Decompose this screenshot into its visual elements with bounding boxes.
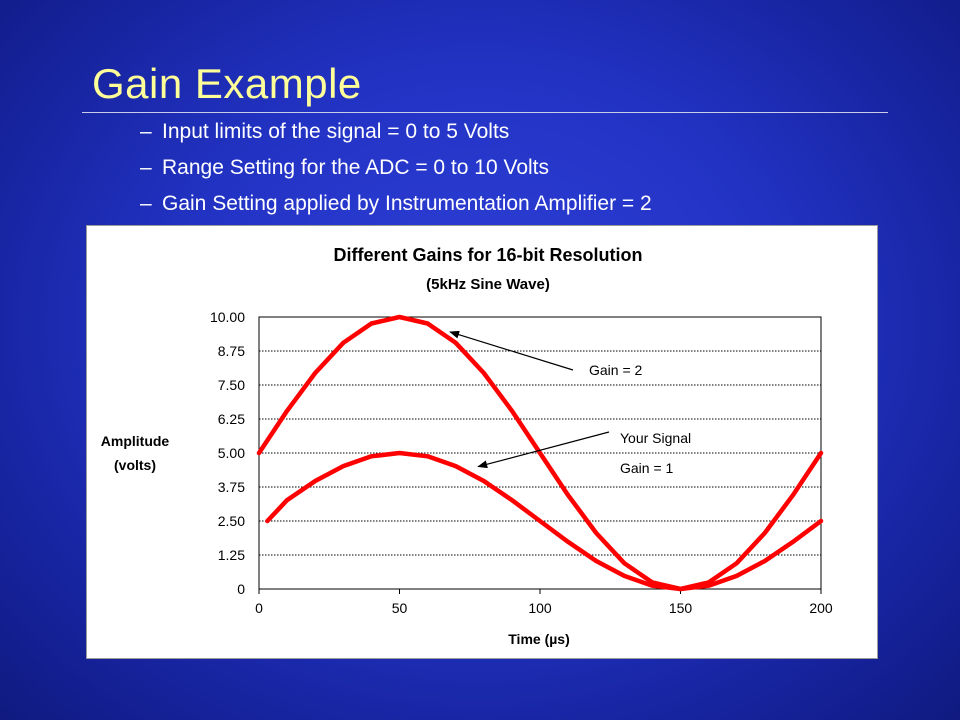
x-tick-label: 200 xyxy=(809,600,833,616)
annotation-arrow xyxy=(477,431,610,469)
y-tick-label: 3.75 xyxy=(218,479,245,495)
y-tick-label: 8.75 xyxy=(218,343,245,359)
x-tick-label: 100 xyxy=(528,600,552,616)
bullet-text: Gain Setting applied by Instrumentation … xyxy=(162,192,652,215)
y-tick-label: 1.25 xyxy=(218,547,245,563)
bullet-marker: – xyxy=(140,120,152,143)
annotation-label: Gain = 2 xyxy=(589,362,643,378)
title-divider xyxy=(82,112,888,113)
y-axis-label-line: Amplitude xyxy=(101,433,170,449)
x-tick-label: 50 xyxy=(392,600,408,616)
bullet-item: – Range Setting for the ADC = 0 to 10 Vol… xyxy=(140,152,652,188)
y-tick-label: 0 xyxy=(237,581,245,597)
slide-title: Gain Example xyxy=(92,60,362,107)
series-line xyxy=(256,314,824,592)
y-tick-label: 6.25 xyxy=(218,411,245,427)
chart-subtitle: (5kHz Sine Wave) xyxy=(426,276,550,293)
bullet-text: Range Setting for the ADC = 0 to 10 Volt… xyxy=(162,156,549,179)
y-axis-label-line: (volts) xyxy=(114,457,156,473)
bullet-text: Input limits of the signal = 0 to 5 Volt… xyxy=(162,120,510,143)
line-chart: Different Gains for 16-bit Resolution (5… xyxy=(101,245,833,647)
plot-area: 10.00 8.75 7.50 6.25 5.00 3.75 2.50 1.25 00 50 100… xyxy=(210,309,833,616)
y-tick-label: 2.50 xyxy=(218,513,245,529)
bullet-marker: – xyxy=(140,192,152,215)
y-tick-label: 10.00 xyxy=(210,309,245,325)
x-tick-label: 0 xyxy=(255,600,263,616)
x-axis-label: Time (µs) xyxy=(508,631,570,647)
x-tick-label: 150 xyxy=(669,600,693,616)
bullet-marker: – xyxy=(140,156,152,179)
chart-title: Different Gains for 16-bit Resolution xyxy=(333,245,642,265)
bullet-list: – Input limits of the signal = 0 to 5 Vol… xyxy=(140,116,652,224)
annotation-label: Gain = 1 xyxy=(620,460,674,476)
chart-panel: Different Gains for 16-bit Resolution (5… xyxy=(86,225,878,659)
annotation-arrow xyxy=(449,330,574,371)
y-tick-label: 7.50 xyxy=(218,377,245,393)
annotation-label: Your Signal xyxy=(620,430,691,446)
bullet-item: – Input limits of the signal = 0 to 5 Vol… xyxy=(140,116,652,152)
series-line xyxy=(265,450,824,592)
y-tick-label: 5.00 xyxy=(218,445,245,461)
bullet-item: – Gain Setting applied by Instrumentation… xyxy=(140,188,652,224)
